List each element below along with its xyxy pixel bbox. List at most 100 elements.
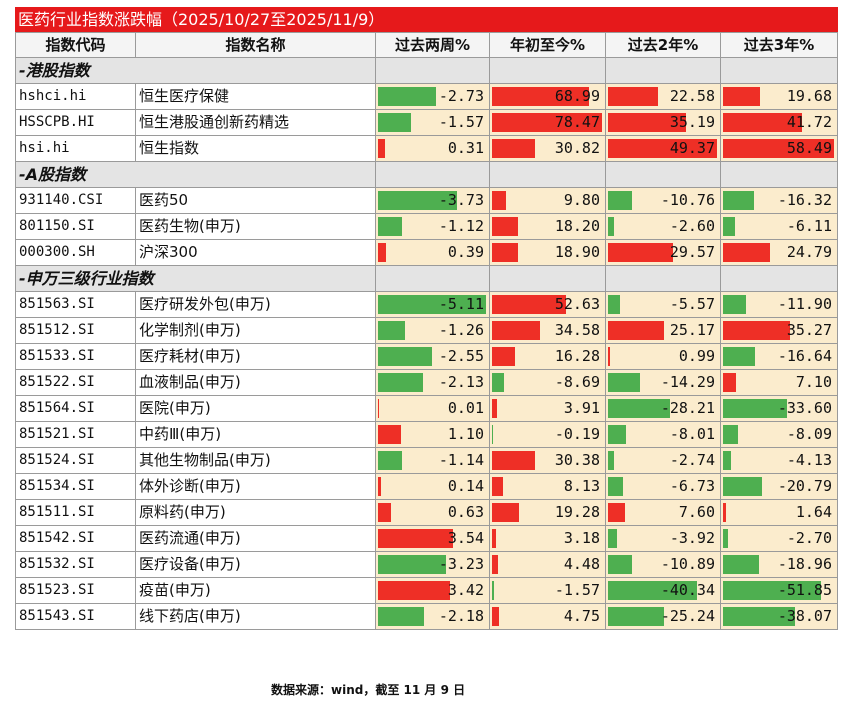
data-bar xyxy=(492,217,518,236)
data-bar xyxy=(723,217,735,236)
data-bar xyxy=(608,555,633,574)
value-cell: 34.58 xyxy=(490,318,606,344)
value-label: 25.17 xyxy=(669,321,715,339)
data-bar xyxy=(492,321,541,340)
data-bar xyxy=(378,399,379,418)
value-cell: -8.69 xyxy=(490,370,606,396)
value-label: -5.57 xyxy=(669,295,715,313)
data-bar xyxy=(723,399,787,418)
section-empty-cell xyxy=(606,266,721,292)
table-row: 801150.SI 医药生物(申万) -1.12 18.20 -2.60 -6.11 xyxy=(15,214,838,240)
data-bar xyxy=(492,399,498,418)
value-cell: 3.42 xyxy=(376,578,490,604)
data-bar xyxy=(608,451,615,470)
data-bar xyxy=(492,451,535,470)
section-empty-cell xyxy=(376,58,490,84)
data-bar xyxy=(378,191,457,210)
value-label: -2.18 xyxy=(438,607,484,625)
value-cell: 4.75 xyxy=(490,604,606,630)
value-cell: 0.14 xyxy=(376,474,490,500)
data-bar xyxy=(723,191,754,210)
value-label: -6.73 xyxy=(669,477,715,495)
value-label: -3.73 xyxy=(438,191,484,209)
table-row: 851564.SI 医院(申万) 0.01 3.91 -28.21 -33.60 xyxy=(15,396,838,422)
data-bar xyxy=(492,373,505,392)
value-label: 35.27 xyxy=(786,321,832,339)
value-cell: 1.10 xyxy=(376,422,490,448)
value-label: 24.79 xyxy=(786,243,832,261)
value-label: 3.18 xyxy=(563,529,600,547)
value-label: -28.21 xyxy=(660,399,715,417)
value-label: -20.79 xyxy=(777,477,832,495)
section-empty-cell xyxy=(721,266,838,292)
data-bar xyxy=(492,425,493,444)
value-cell: 30.38 xyxy=(490,448,606,474)
value-cell: 35.27 xyxy=(721,318,838,344)
value-cell: -1.26 xyxy=(376,318,490,344)
value-cell: -2.74 xyxy=(606,448,721,474)
index-code: 851511.SI xyxy=(15,500,136,526)
data-bar xyxy=(723,139,834,158)
value-cell: -6.73 xyxy=(606,474,721,500)
section-empty-cell xyxy=(490,58,606,84)
value-cell: -5.57 xyxy=(606,292,721,318)
value-label: -8.69 xyxy=(554,373,600,391)
value-label: 0.01 xyxy=(447,399,484,417)
section-row: -港股指数 xyxy=(15,58,838,84)
value-cell: 24.79 xyxy=(721,240,838,266)
value-label: 0.63 xyxy=(447,503,484,521)
section-empty-cell xyxy=(490,162,606,188)
index-name: 医药生物(申万) xyxy=(136,214,376,240)
data-bar xyxy=(608,243,674,262)
value-cell: -14.29 xyxy=(606,370,721,396)
value-cell: 18.90 xyxy=(490,240,606,266)
data-bar xyxy=(723,113,803,132)
value-label: -1.12 xyxy=(438,217,484,235)
value-cell: -6.11 xyxy=(721,214,838,240)
table-row: 851534.SI 体外诊断(申万) 0.14 8.13 -6.73 -20.79 xyxy=(15,474,838,500)
value-label: 30.38 xyxy=(554,451,600,469)
value-label: -25.24 xyxy=(660,607,715,625)
data-bar xyxy=(723,451,731,470)
data-bar xyxy=(723,607,796,626)
index-name: 化学制剂(申万) xyxy=(136,318,376,344)
header-row: 指数代码 指数名称 过去两周% 年初至今% 过去2年% 过去3年% xyxy=(15,32,838,58)
index-code: 851542.SI xyxy=(15,526,136,552)
value-label: -2.60 xyxy=(669,217,715,235)
index-code: 851521.SI xyxy=(15,422,136,448)
value-label: -1.26 xyxy=(438,321,484,339)
data-bar xyxy=(378,295,486,314)
value-label: -8.01 xyxy=(669,425,715,443)
value-label: -1.57 xyxy=(554,581,600,599)
index-code: 000300.SH xyxy=(15,240,136,266)
value-cell: -1.14 xyxy=(376,448,490,474)
value-label: 7.10 xyxy=(795,373,832,391)
value-cell: 4.48 xyxy=(490,552,606,578)
index-name: 沪深300 xyxy=(136,240,376,266)
data-bar xyxy=(492,191,506,210)
index-code: 851512.SI xyxy=(15,318,136,344)
section-empty-cell xyxy=(721,162,838,188)
table-row: hshci.hi 恒生医疗保健 -2.73 68.99 22.58 19.68 xyxy=(15,84,838,110)
data-bar xyxy=(723,373,737,392)
section-empty-cell xyxy=(376,162,490,188)
index-code: hsi.hi xyxy=(15,136,136,162)
data-bar xyxy=(723,321,790,340)
value-label: 22.58 xyxy=(669,87,715,105)
data-bar xyxy=(723,87,761,106)
value-cell: 1.64 xyxy=(721,500,838,526)
data-bar xyxy=(723,425,739,444)
table-row: 931140.CSI 医药50 -3.73 9.80 -10.76 -16.32 xyxy=(15,188,838,214)
value-label: 0.39 xyxy=(447,243,484,261)
value-label: 0.31 xyxy=(447,139,484,157)
value-label: 34.58 xyxy=(554,321,600,339)
value-label: -5.11 xyxy=(438,295,484,313)
page-title: 医药行业指数涨跌幅（2025/10/27至2025/11/9） xyxy=(15,7,838,32)
value-label: -2.73 xyxy=(438,87,484,105)
data-bar xyxy=(608,529,617,548)
data-bar xyxy=(723,243,771,262)
value-label: 9.80 xyxy=(563,191,600,209)
value-label: 49.37 xyxy=(669,139,715,157)
value-label: -2.55 xyxy=(438,347,484,365)
data-bar xyxy=(492,555,499,574)
